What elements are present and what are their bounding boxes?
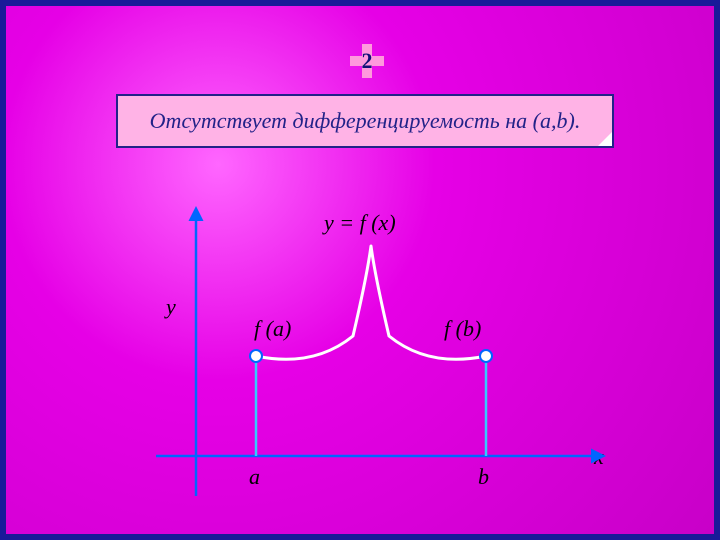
slide-frame: 2 Отсутствует дифференцируемость на (a,b… xyxy=(0,0,720,540)
caption-box: Отсутствует дифференцируемость на (a,b). xyxy=(116,94,614,148)
caption-text: Отсутствует дифференцируемость на (a,b). xyxy=(150,108,581,134)
caption-fold-corner xyxy=(598,132,612,146)
badge-number: 2 xyxy=(362,48,373,74)
chart-svg xyxy=(146,206,606,506)
slide-number-badge: 2 xyxy=(350,44,384,78)
